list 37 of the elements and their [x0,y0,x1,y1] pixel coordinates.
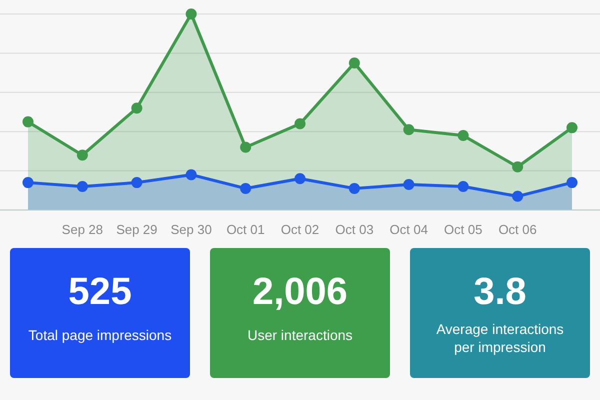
text: 525 [68,271,132,313]
point [186,8,197,20]
point [403,179,414,190]
point [131,102,142,114]
point [348,58,360,68]
point [76,180,88,192]
point [294,173,306,184]
point [22,116,34,128]
point [512,161,524,172]
point [512,190,524,202]
point [458,130,469,142]
x-tick-label: Sep 29 [116,222,158,237]
point [240,142,252,153]
point [458,180,469,192]
x-tick-label: Oct 03 [335,222,374,237]
category-label: Total page impressions [28,327,172,343]
text: 3.8 [474,271,526,313]
point [403,124,414,136]
x-tick-label: Sep 28 [62,222,103,237]
point [131,177,142,188]
point [566,177,578,188]
point [566,122,578,134]
point [294,118,306,130]
x-tick-label: Oct 05 [444,222,482,237]
x-tick-label: Oct 06 [498,222,537,237]
x-tick-label: Sep 30 [170,222,212,237]
point [22,177,34,188]
point [240,182,252,194]
point [186,169,197,180]
category-label: User interactions [247,327,353,343]
point [76,150,88,161]
x-tick-label: Oct 02 [280,222,320,237]
x-tick-label: Oct 04 [390,222,428,237]
x-tick-label: Oct 01 [226,222,265,237]
category-label: Average interactions per impression [436,321,564,355]
text: 2,006 [252,271,348,313]
point [348,182,360,194]
